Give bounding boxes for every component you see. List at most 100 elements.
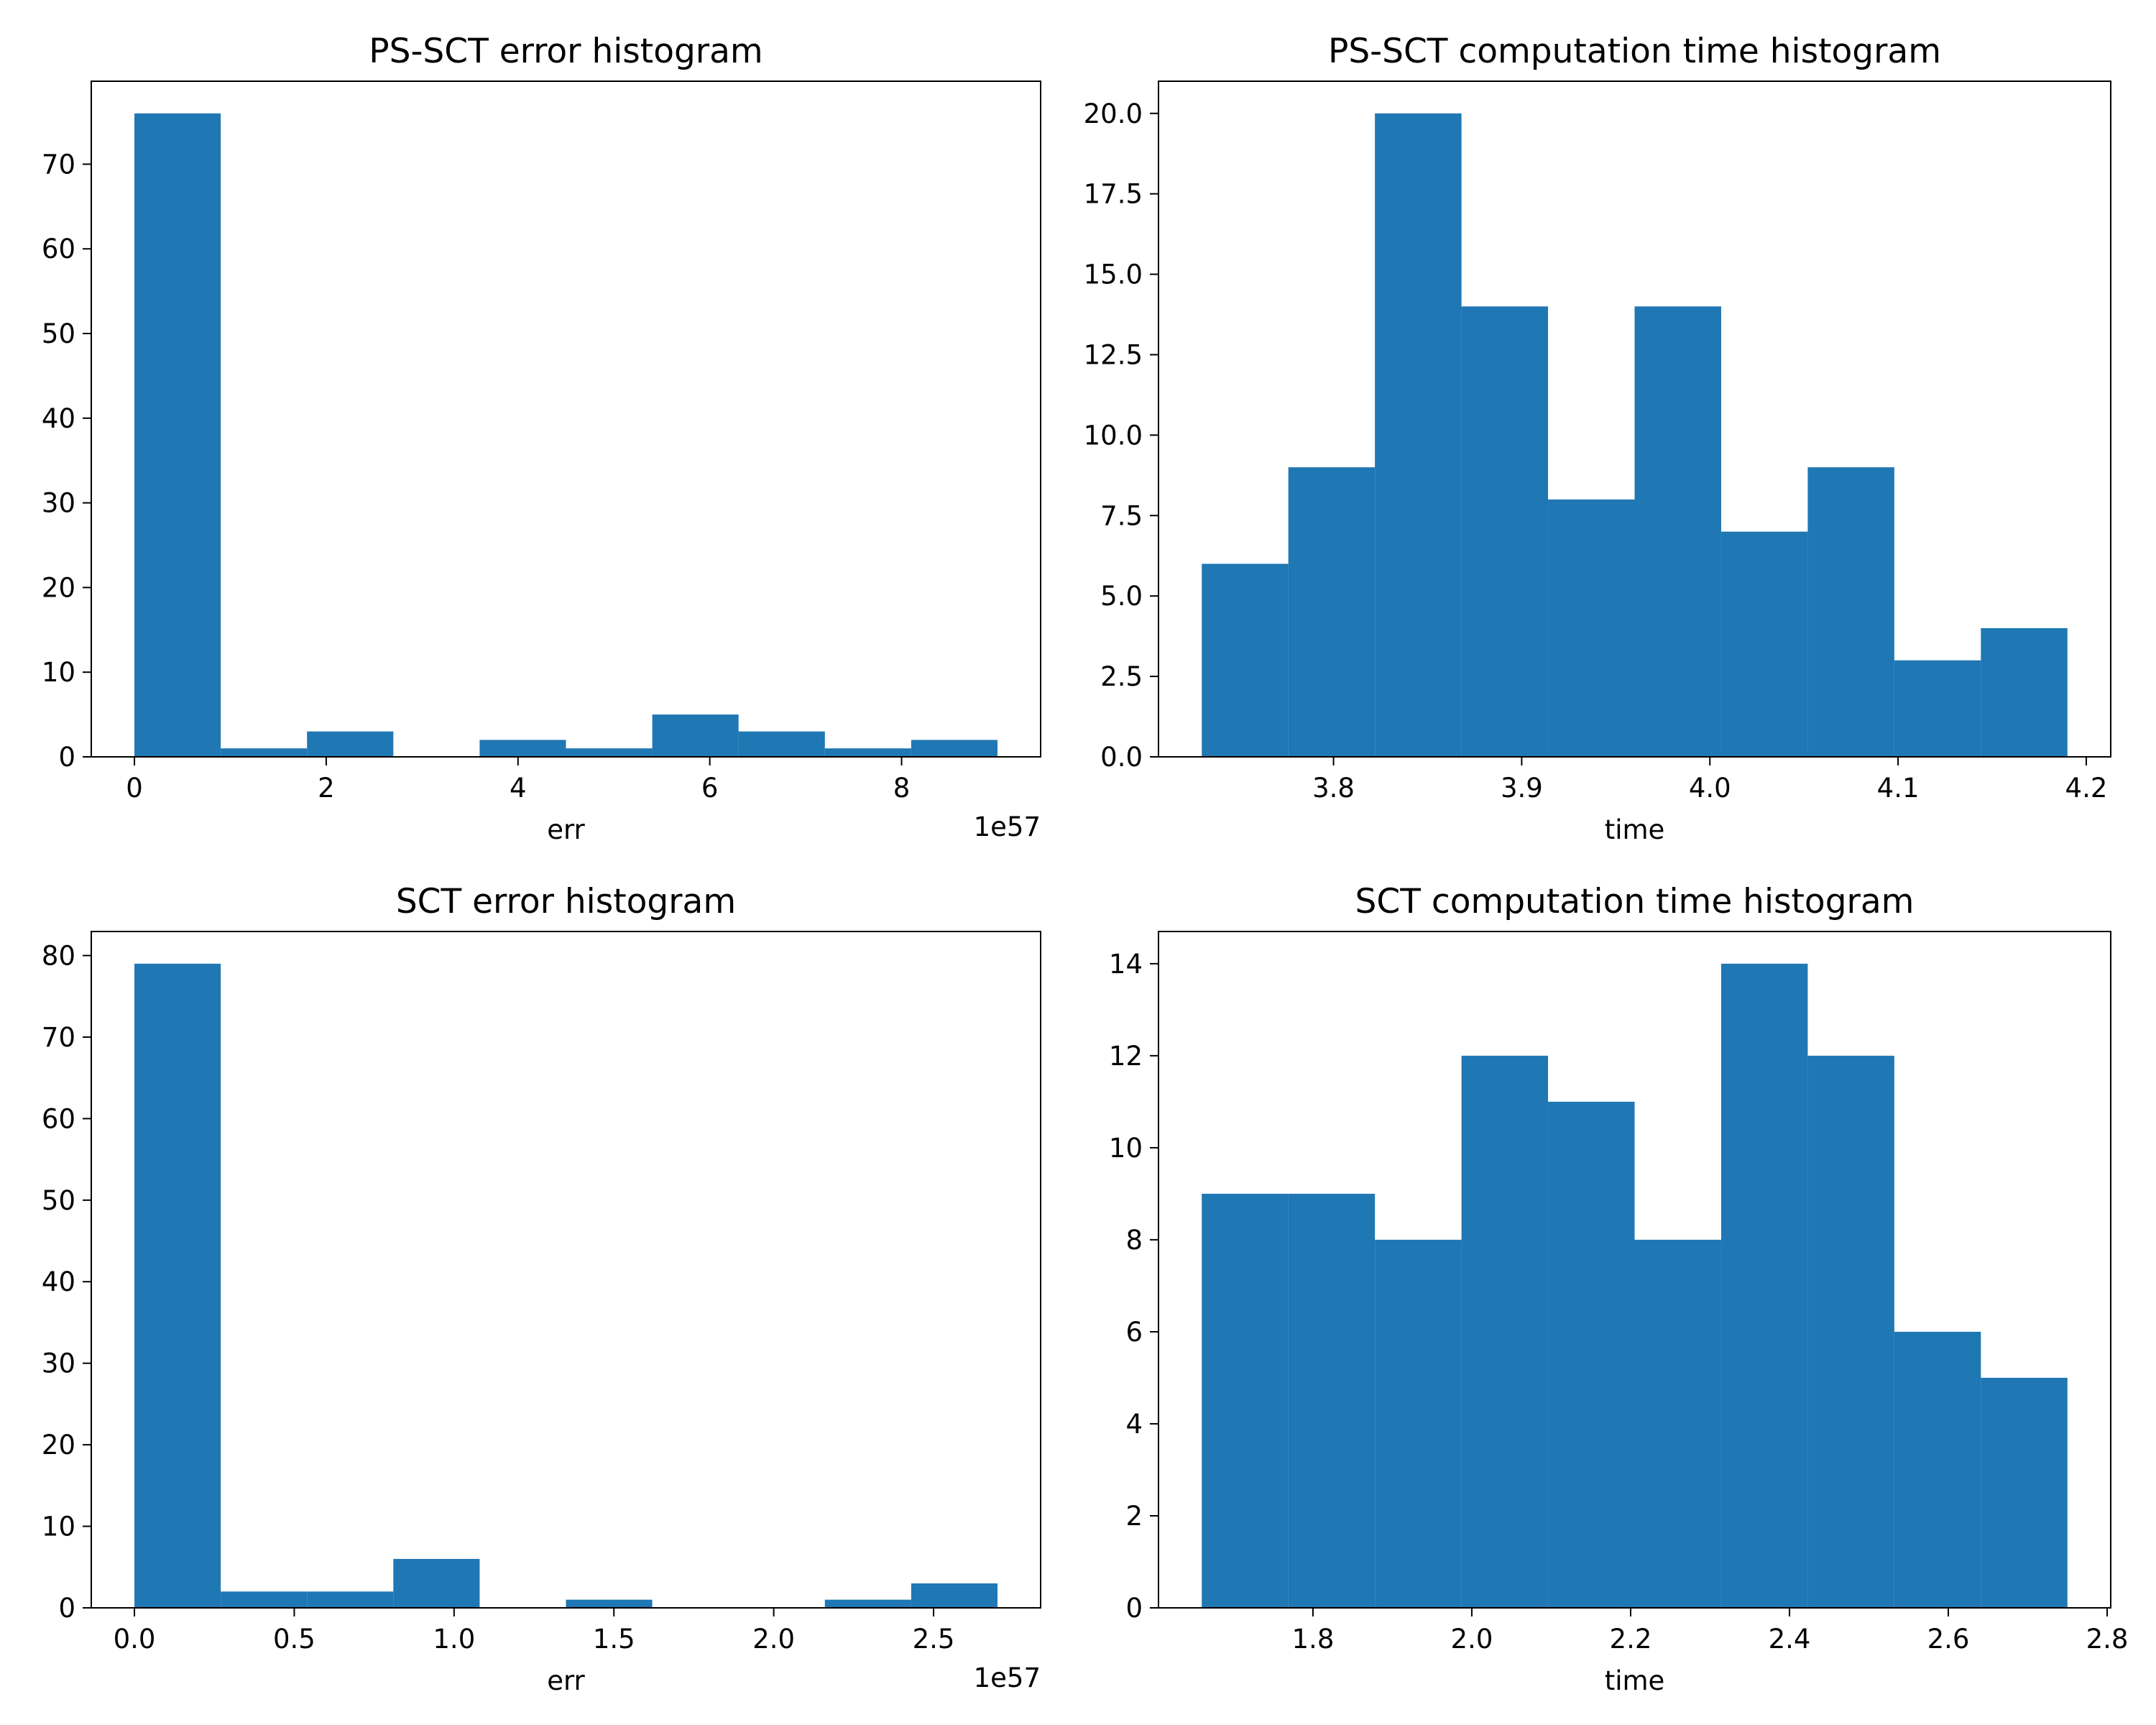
y-tick-label: 20 bbox=[42, 1430, 75, 1460]
x-tick-label: 2.5 bbox=[913, 1624, 955, 1655]
plot-frame bbox=[1158, 80, 2111, 758]
x-tick-label: 4.0 bbox=[1689, 773, 1731, 804]
histogram-bar bbox=[134, 963, 221, 1608]
y-tick-label: 50 bbox=[42, 1185, 75, 1216]
y-tick-label: 70 bbox=[42, 149, 75, 180]
x-tick-label: 0 bbox=[126, 773, 143, 804]
y-tick-label: 80 bbox=[42, 940, 75, 971]
plot-frame bbox=[91, 80, 1041, 758]
chart-title: PS-SCT computation time histogram bbox=[1328, 32, 1941, 71]
x-tick-label: 8 bbox=[893, 773, 911, 804]
x-axis-label: err bbox=[547, 814, 585, 845]
histogram-bar bbox=[911, 1583, 998, 1608]
y-tick-label: 0 bbox=[58, 1593, 75, 1624]
y-tick-label: 7.5 bbox=[1100, 500, 1143, 531]
histogram-bar bbox=[1720, 963, 1808, 1608]
x-tick-label: 2.0 bbox=[1451, 1624, 1493, 1655]
histogram-bar bbox=[1634, 306, 1721, 757]
x-axis-label: time bbox=[1605, 1665, 1665, 1696]
histogram-bar bbox=[1202, 564, 1289, 757]
y-tick-label: 30 bbox=[42, 1348, 75, 1379]
histogram-bar bbox=[1288, 467, 1376, 757]
x-axis-label: time bbox=[1605, 814, 1665, 845]
histogram-bar bbox=[1375, 1239, 1462, 1608]
histogram-bar bbox=[307, 731, 394, 757]
histogram-bar bbox=[1894, 660, 1981, 757]
y-tick-label: 2.5 bbox=[1100, 661, 1143, 692]
y-tick-label: 0 bbox=[58, 742, 75, 773]
plot-frame bbox=[91, 931, 1041, 1609]
y-tick-label: 40 bbox=[42, 403, 75, 434]
chart-title: SCT computation time histogram bbox=[1355, 882, 1915, 921]
histogram-bar bbox=[652, 714, 739, 757]
plot-frame bbox=[1158, 931, 2111, 1609]
x-axis-label: err bbox=[547, 1665, 585, 1696]
histogram-bar bbox=[1548, 1101, 1635, 1608]
y-tick-label: 0.0 bbox=[1100, 742, 1143, 773]
x-tick-label: 2 bbox=[318, 773, 335, 804]
y-tick-label: 14 bbox=[1109, 949, 1143, 980]
x-tick-label: 2.8 bbox=[2086, 1624, 2129, 1655]
histogram-bar bbox=[1548, 499, 1635, 757]
histogram-bar bbox=[479, 740, 566, 757]
chart-panel-4: 1.8 2.0 2.2 2.4 2.6 2.8 0 2 4 6 8 10 12 14 SCT computa… bbox=[1109, 882, 2129, 1696]
y-tick-label: 10 bbox=[42, 657, 75, 688]
y-tick-label: 17.5 bbox=[1084, 179, 1143, 210]
x-tick-label: 0.0 bbox=[114, 1624, 156, 1655]
histogram-bar bbox=[1202, 1193, 1289, 1608]
histogram-bar bbox=[1981, 1377, 2068, 1608]
chart-panel-2: 3.8 3.9 4.0 4.1 4.2 0.0 2.5 5.0 7.5 10.0 12.5 15.0 1… bbox=[1084, 32, 2111, 845]
x-tick-label: 2.0 bbox=[752, 1624, 795, 1655]
histogram-bar bbox=[911, 740, 998, 757]
chart-title: SCT error histogram bbox=[396, 882, 736, 921]
x-tick-label: 3.9 bbox=[1501, 773, 1543, 804]
histogram-bar bbox=[566, 748, 653, 757]
histogram-bar bbox=[1375, 113, 1462, 757]
y-tick-label: 50 bbox=[42, 318, 75, 349]
chart-title: PS-SCT error histogram bbox=[369, 32, 763, 71]
histogram-bar bbox=[221, 1591, 308, 1608]
x-axis-offset-label: 1e57 bbox=[974, 1662, 1041, 1693]
x-tick-label: 2.6 bbox=[1927, 1624, 1970, 1655]
x-tick-label: 2.4 bbox=[1769, 1624, 1811, 1655]
y-tick-label: 0 bbox=[1125, 1593, 1143, 1624]
x-tick-label: 1.5 bbox=[593, 1624, 635, 1655]
histogram-bar bbox=[1461, 306, 1549, 757]
y-tick-label: 40 bbox=[42, 1266, 75, 1297]
y-tick-label: 12 bbox=[1109, 1041, 1143, 1072]
x-tick-label: 4.1 bbox=[1877, 773, 1920, 804]
histogram-bar bbox=[1720, 531, 1808, 757]
y-tick-label: 60 bbox=[42, 234, 75, 264]
y-tick-label: 70 bbox=[42, 1022, 75, 1053]
histogram-bar bbox=[1807, 1055, 1894, 1608]
y-tick-label: 8 bbox=[1125, 1225, 1143, 1256]
y-tick-label: 2 bbox=[1125, 1501, 1143, 1532]
histogram-bar bbox=[307, 1591, 394, 1608]
x-tick-label: 0.5 bbox=[273, 1624, 315, 1655]
y-tick-label: 10 bbox=[1109, 1133, 1143, 1164]
y-tick-label: 5.0 bbox=[1100, 581, 1143, 612]
y-tick-label: 6 bbox=[1125, 1317, 1143, 1348]
histogram-bar bbox=[221, 748, 308, 757]
y-tick-label: 10.0 bbox=[1084, 420, 1143, 451]
y-tick-label: 60 bbox=[42, 1103, 75, 1134]
y-tick-label: 4 bbox=[1125, 1409, 1143, 1440]
histogram-bar bbox=[1894, 1331, 1981, 1608]
histogram-bar bbox=[566, 1599, 653, 1608]
x-axis-offset-label: 1e57 bbox=[974, 811, 1041, 842]
x-tick-label: 1.0 bbox=[433, 1624, 475, 1655]
chart-panel-1: 0 2 4 6 8 0 10 20 30 40 50 60 70 PS-SCT error histogr… bbox=[42, 32, 1041, 845]
y-tick-label: 10 bbox=[42, 1512, 75, 1542]
histogram-bar bbox=[1461, 1055, 1549, 1608]
histogram-bar bbox=[824, 748, 911, 757]
x-tick-label: 4 bbox=[510, 773, 527, 804]
x-tick-label: 1.8 bbox=[1292, 1624, 1335, 1655]
x-tick-label: 3.8 bbox=[1312, 773, 1355, 804]
y-tick-label: 20.0 bbox=[1084, 98, 1143, 129]
x-tick-label: 6 bbox=[701, 773, 719, 804]
histogram-bar bbox=[824, 1599, 911, 1608]
y-tick-label: 20 bbox=[42, 572, 75, 603]
histogram-bar bbox=[738, 731, 825, 757]
x-tick-label: 2.2 bbox=[1610, 1624, 1652, 1655]
